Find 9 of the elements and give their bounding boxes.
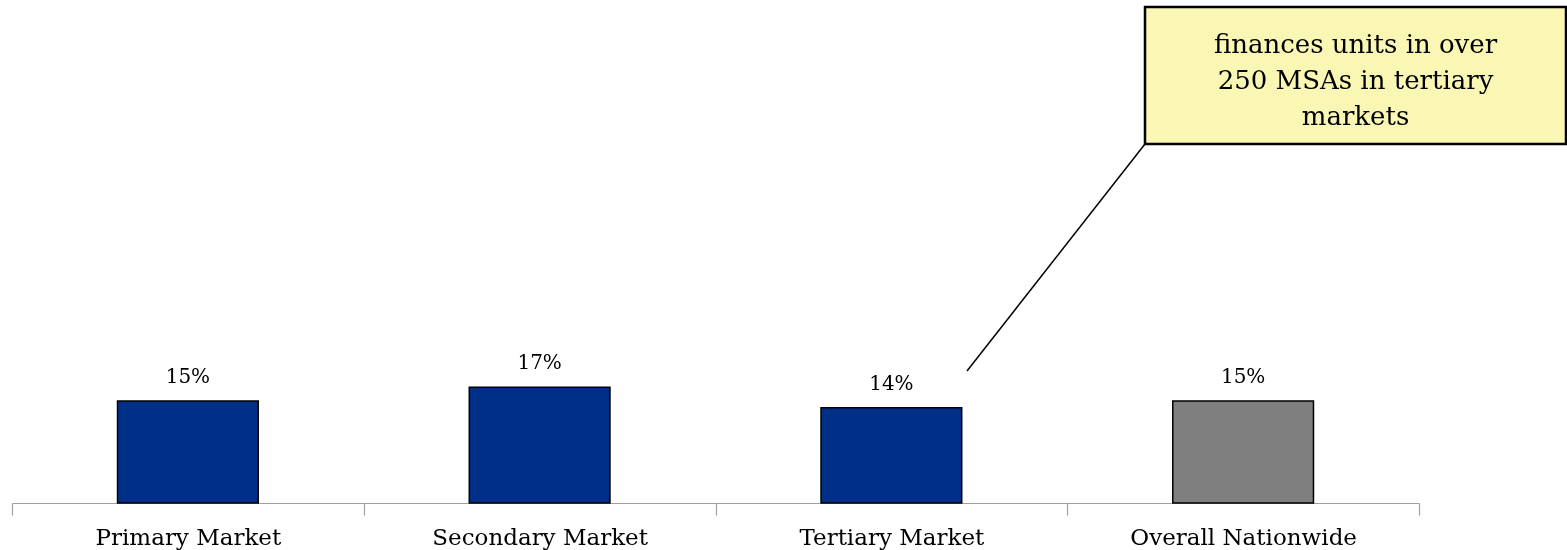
- data-label: 15%: [165, 363, 211, 388]
- x-tick-label: Overall Nationwide: [1130, 523, 1357, 550]
- x-tick-label: Tertiary Market: [799, 523, 986, 550]
- data-label: 17%: [517, 350, 562, 375]
- data-label: 15%: [1220, 363, 1266, 388]
- data-label: 14%: [869, 370, 914, 395]
- x-tick-label: Secondary Market: [432, 523, 649, 550]
- x-tick-label: Primary Market: [95, 523, 282, 550]
- text: finances units in over 250 MSAs in tertiary markets: [1213, 28, 1498, 131]
